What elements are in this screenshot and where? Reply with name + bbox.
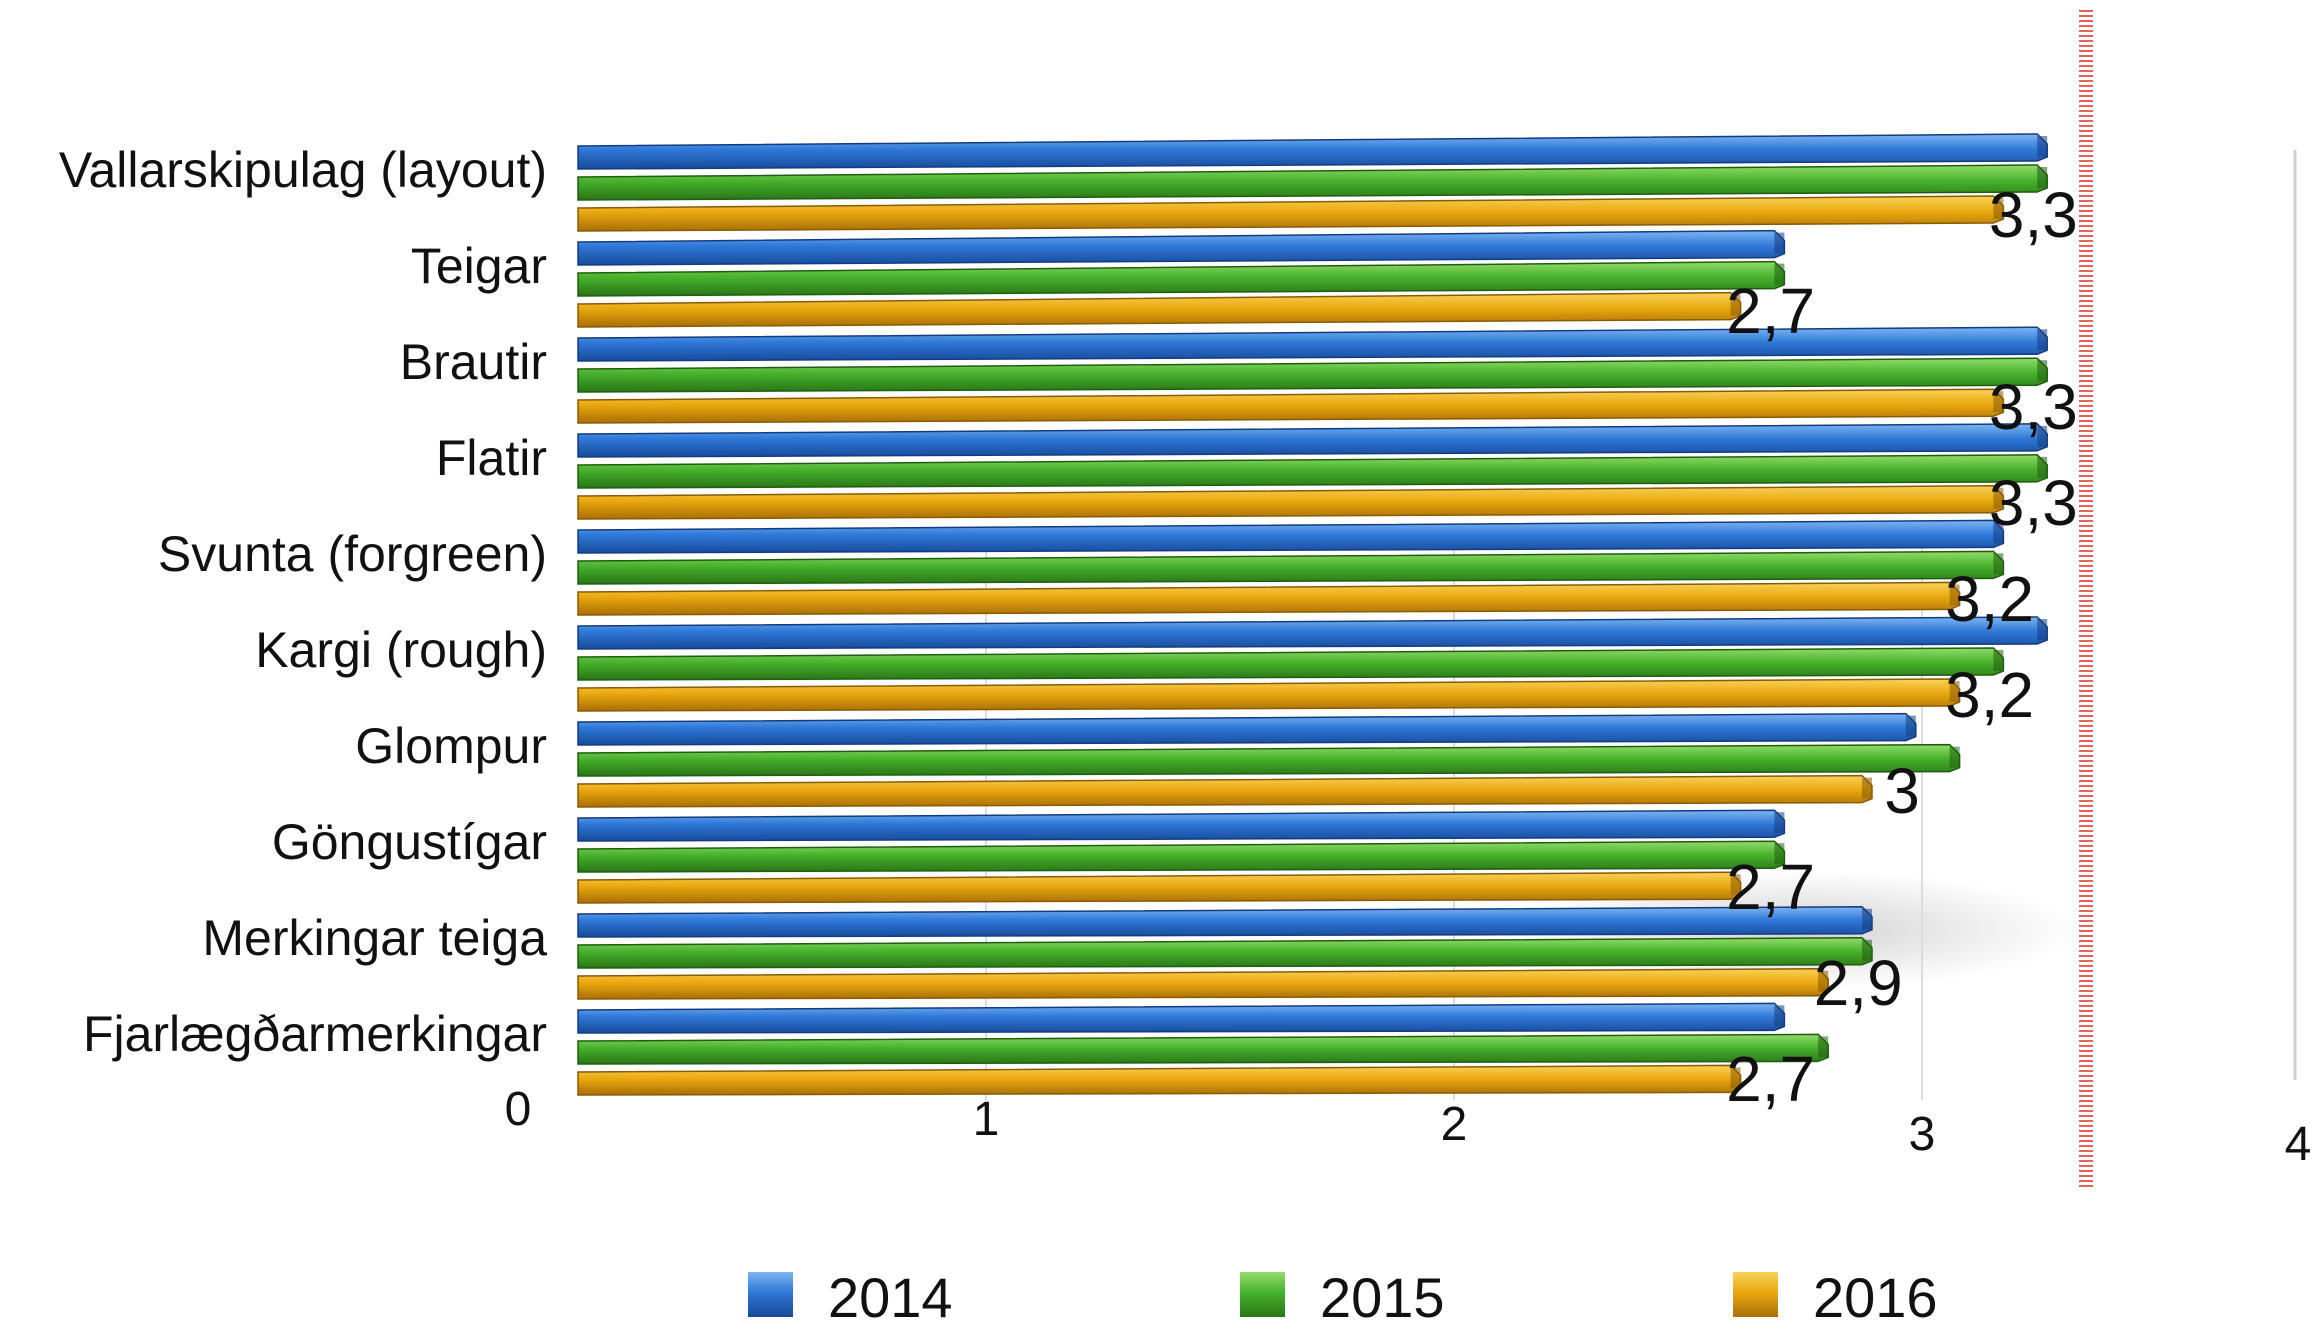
- bar-cap-2016-0: [1993, 198, 2004, 219]
- legend-swatch-2016: [1733, 1272, 1778, 1317]
- bar-2016-4: [577, 581, 1961, 616]
- category-label: Fjarlægðarmerkingar: [83, 1006, 547, 1062]
- bar-2016-8: [577, 968, 1829, 1000]
- bar-2015-7: [577, 840, 1786, 873]
- bar-2016-6: [577, 774, 1873, 808]
- bar-cap-2014-0: [2037, 136, 2048, 157]
- category-label: Glompur: [355, 718, 547, 774]
- legend-label-2016: 2016: [1813, 1266, 1938, 1321]
- bar-cap-2015-3: [2037, 456, 2048, 478]
- category-label: Göngustígar: [272, 814, 547, 870]
- bar-cap-2014-3: [2037, 425, 2048, 447]
- bar-2014-8: [577, 906, 1873, 938]
- legend-swatch-2015: [1240, 1272, 1285, 1317]
- bar-2016-9: [577, 1064, 1742, 1096]
- x-tick-label: 4: [2285, 1118, 2312, 1171]
- bar-cap-2016-8: [1818, 970, 1829, 992]
- category-label: Vallarskipulag (layout): [59, 142, 547, 198]
- data-label: 3,3: [1989, 467, 2078, 539]
- category-label: Svunta (forgreen): [158, 526, 547, 582]
- legend-swatch-2014: [748, 1272, 793, 1317]
- bar-cap-2015-8: [1862, 939, 1872, 961]
- data-label: 3,3: [1989, 371, 2078, 443]
- data-label: 2,7: [1726, 1043, 1815, 1115]
- bar-2014-2: [577, 326, 2048, 362]
- legend-label-2015: 2015: [1320, 1266, 1445, 1321]
- x-tick-label: 2: [1441, 1098, 1468, 1151]
- data-label: 2,7: [1726, 275, 1815, 347]
- bar-cap-2015-1: [1774, 263, 1785, 285]
- data-label: 2,9: [1814, 947, 1903, 1019]
- category-label: Brautir: [400, 334, 547, 390]
- bar-cap-2014-1: [1774, 232, 1785, 254]
- bar-cap-2015-2: [2037, 360, 2048, 382]
- bar-cap-2014-8: [1862, 908, 1872, 930]
- bar-cap-2014-9: [1774, 1005, 1785, 1027]
- bar-cap-2016-5: [1949, 681, 1960, 702]
- legend: 2014 2015 2016: [748, 1266, 1938, 1326]
- data-label: 3,2: [1945, 563, 2034, 635]
- bar-2016-7: [577, 871, 1742, 904]
- bar-cap-2016-7: [1730, 874, 1741, 896]
- bar-2014-7: [577, 809, 1786, 842]
- bar-cap-2015-9: [1818, 1036, 1829, 1058]
- data-label: 2,7: [1726, 851, 1815, 923]
- bar-2015-9: [577, 1033, 1829, 1065]
- bar-2015-3: [577, 454, 2048, 489]
- bar-2015-1: [577, 260, 1786, 297]
- bar-cap-2014-4: [1993, 522, 2004, 544]
- bar-2016-2: [577, 388, 2005, 424]
- bar-cap-2015-0: [2037, 167, 2048, 188]
- bar-cap-2015-5: [1993, 650, 2004, 671]
- bar-cap-2014-7: [1774, 812, 1785, 834]
- category-label: Kargi (rough): [255, 622, 547, 678]
- bar-cap-2016-9: [1730, 1067, 1741, 1089]
- bar-cap-2014-6: [1905, 715, 1916, 737]
- bar-2015-5: [577, 647, 2005, 681]
- labels: 0 1 2 3 4 Vallarskipulag (layout) 3,3 Teigar 2,7…: [59, 142, 2312, 1171]
- bar-cap-2015-4: [1993, 553, 2004, 575]
- bar-cap-2016-2: [1993, 391, 2004, 413]
- category-label: Merkingar teiga: [202, 910, 547, 966]
- bar-cap-2015-7: [1774, 843, 1785, 865]
- category-label: Flatir: [436, 430, 547, 486]
- bar-2015-2: [577, 357, 2048, 393]
- data-label: 3: [1884, 755, 1920, 827]
- bar-2015-6: [577, 743, 1961, 777]
- category-label: Teigar: [411, 238, 547, 294]
- bar-2016-0: [577, 195, 2005, 232]
- bar-2016-1: [577, 291, 1742, 328]
- bar-cap-2016-6: [1862, 777, 1872, 799]
- bar-2014-9: [577, 1002, 1786, 1034]
- bar-cap-2016-1: [1730, 294, 1741, 316]
- bar-cap-2014-5: [2037, 619, 2048, 640]
- bar-2016-5: [577, 678, 1961, 712]
- x-tick-label: 0: [505, 1083, 532, 1136]
- bar-2015-0: [577, 164, 2048, 201]
- data-label: 3,3: [1989, 179, 2078, 251]
- legend-label-2014: 2014: [828, 1266, 953, 1321]
- bar-cap-2015-6: [1949, 746, 1960, 768]
- bar-2015-4: [577, 550, 2005, 585]
- bar-2014-0: [577, 133, 2048, 170]
- bar-2014-4: [577, 519, 2005, 554]
- bar-2014-6: [577, 712, 1917, 746]
- bar-cap-2014-2: [2037, 329, 2048, 351]
- x-tick-label: 1: [973, 1093, 1000, 1146]
- bar-cap-2016-3: [1993, 487, 2004, 509]
- x-tick-label: 3: [1909, 1108, 1936, 1161]
- bar-2014-1: [577, 229, 1786, 266]
- bar-2014-3: [577, 423, 2048, 458]
- bar-2014-5: [577, 616, 2048, 650]
- bar-cap-2016-4: [1949, 584, 1960, 606]
- bar-2015-8: [577, 937, 1873, 969]
- bars: [577, 133, 2048, 1096]
- bar-2016-3: [577, 485, 2005, 520]
- data-label: 3,2: [1945, 659, 2034, 731]
